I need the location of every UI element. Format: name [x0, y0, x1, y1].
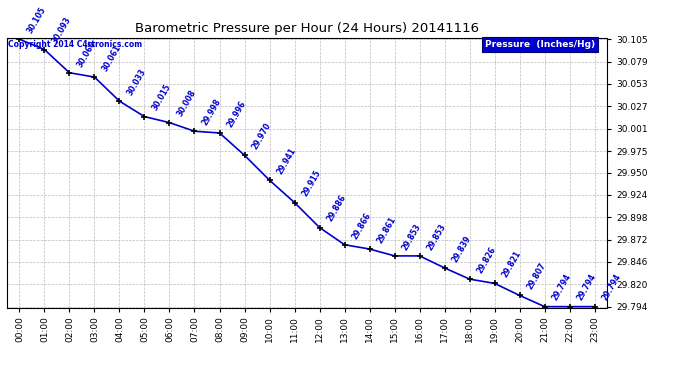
- Text: 30.061: 30.061: [100, 43, 122, 73]
- Text: 30.015: 30.015: [150, 83, 172, 112]
- Text: 30.066: 30.066: [75, 39, 97, 69]
- Text: 29.807: 29.807: [525, 261, 548, 291]
- Text: Copyright 2014 C4rtronics.com: Copyright 2014 C4rtronics.com: [8, 40, 141, 49]
- Text: 29.839: 29.839: [450, 234, 473, 264]
- Text: 29.821: 29.821: [500, 249, 522, 279]
- Text: 30.105: 30.105: [25, 6, 47, 35]
- Text: 29.886: 29.886: [325, 194, 348, 224]
- Text: 29.996: 29.996: [225, 99, 248, 129]
- Text: 29.853: 29.853: [425, 222, 448, 252]
- Text: 29.826: 29.826: [475, 245, 497, 275]
- Text: 29.970: 29.970: [250, 121, 273, 151]
- Title: Barometric Pressure per Hour (24 Hours) 20141116: Barometric Pressure per Hour (24 Hours) …: [135, 22, 479, 35]
- Text: 29.861: 29.861: [375, 215, 397, 245]
- Text: 29.794: 29.794: [550, 273, 573, 303]
- Text: 29.998: 29.998: [200, 97, 222, 127]
- Text: 29.794: 29.794: [575, 273, 598, 303]
- Text: 29.941: 29.941: [275, 146, 297, 176]
- Text: 30.033: 30.033: [125, 67, 148, 97]
- Text: 30.008: 30.008: [175, 88, 197, 118]
- Text: 29.853: 29.853: [400, 222, 422, 252]
- Text: 29.915: 29.915: [300, 169, 322, 198]
- Text: 29.866: 29.866: [350, 211, 373, 241]
- Text: Pressure  (Inches/Hg): Pressure (Inches/Hg): [485, 40, 595, 49]
- Text: 30.093: 30.093: [50, 16, 72, 45]
- Text: 29.794: 29.794: [600, 273, 622, 303]
